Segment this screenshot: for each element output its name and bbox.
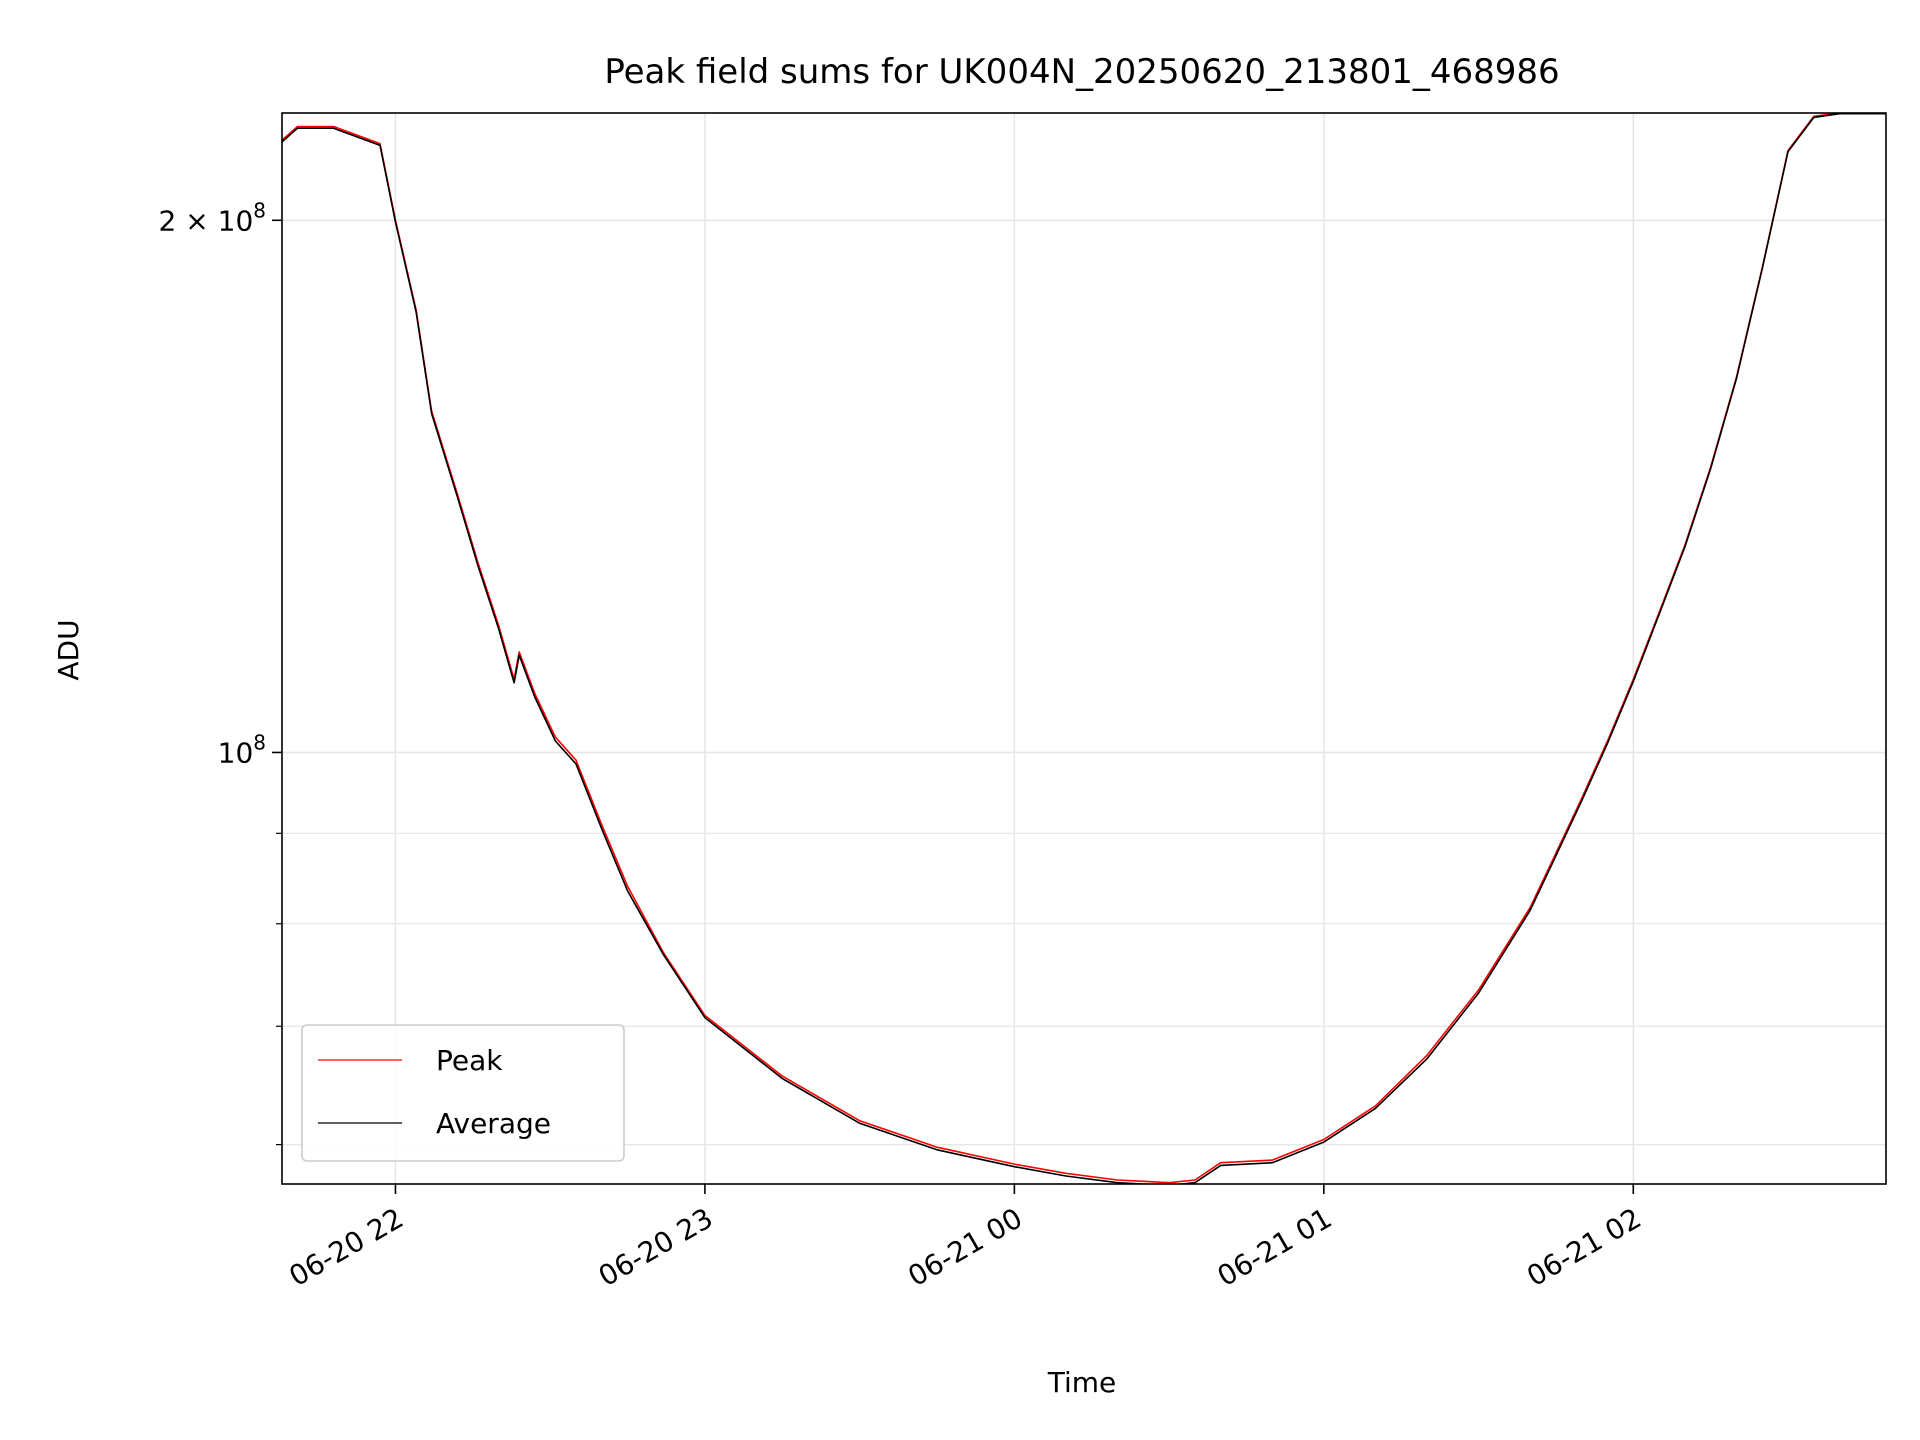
chart-title: Peak field sums for UK004N_20250620_2138…	[604, 52, 1559, 92]
series-line-average	[282, 113, 1886, 1184]
axes-frame	[281, 112, 1887, 1185]
x-axis-label: Time	[1047, 1366, 1117, 1399]
legend-label-average: Average	[436, 1107, 551, 1140]
legend: Peak Average	[301, 1024, 625, 1162]
series-layer	[282, 113, 1886, 1184]
y-tick-label: 2 × 108	[159, 198, 266, 237]
y-tick-label: 108	[218, 730, 266, 769]
y-axis: 2 × 108 108	[159, 198, 282, 1146]
legend-box	[301, 1024, 625, 1162]
y-axis-label: ADU	[52, 619, 85, 680]
legend-label-peak: Peak	[436, 1044, 503, 1077]
